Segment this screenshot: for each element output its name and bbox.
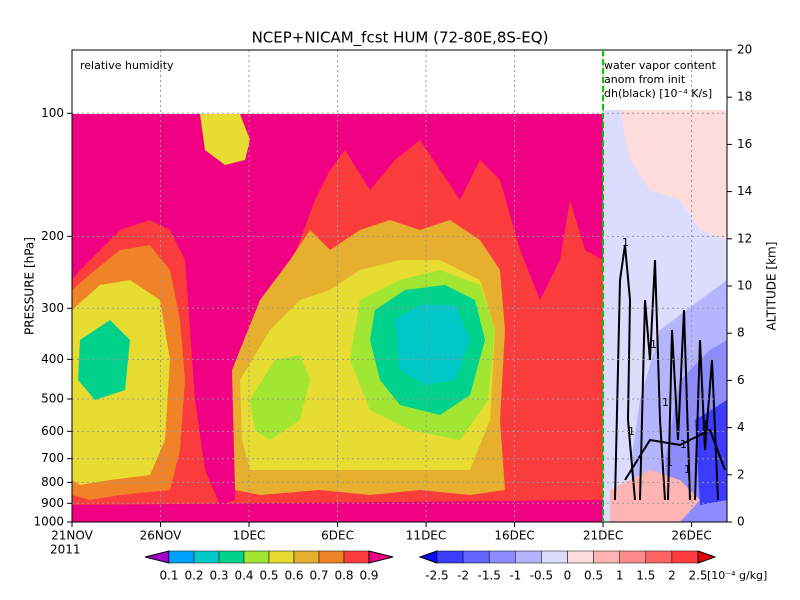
y-tick-label: 300 [41,301,64,315]
colorbar-tick-label: -1.5 [477,569,500,583]
y-axis-label: PRESSURE [hPa] [23,237,37,335]
y2-tick-label: 0 [737,515,745,529]
colorbar-tick-label: 0.3 [209,569,228,583]
colorbar-box [318,550,345,564]
contour-label: 1 [702,418,709,431]
colorbar-arrow [697,550,717,564]
colorbar-box [268,550,295,564]
y-tick-label: 400 [41,352,64,366]
vapor-anomaly-field [603,50,727,522]
colorbar-box [567,550,594,564]
colorbar-box [243,550,270,564]
y2-tick-label: 16 [737,137,752,151]
colorbar-tick-label: 0.4 [234,569,253,583]
colorbar-tick-label: 2.5 [688,569,707,583]
contour-label: 1 [628,425,635,438]
y2-tick-label: 18 [737,90,752,104]
y2-tick-label: 8 [737,326,745,340]
x-tick-label: 16DEC [494,529,534,543]
x-tick-label: 1DEC [233,529,266,543]
colorbar-box [218,550,245,564]
contour-label: 1 [666,456,673,469]
colorbar-box [436,550,464,564]
colorbar-tick-label: -2 [457,569,469,583]
colorbar-arrow [418,550,438,564]
annotation: anom from init [604,73,686,86]
colorbar-box [168,550,195,564]
year-label: 2011 [50,543,81,557]
colorbar-box [462,550,490,564]
x-tick-label: 26NOV [140,529,182,543]
colorbar-tick-label: 0.5 [584,569,603,583]
y2-tick-label: 12 [737,231,752,245]
colorbar-box [619,550,647,564]
x-tick-label: 21DEC [583,529,623,543]
x-tick-label: 11DEC [406,529,446,543]
colorbar-box [293,550,320,564]
y-tick-label: 1000 [33,515,64,529]
contour-label: 1 [680,438,687,451]
y2-axis-label: ALTITUDE [km] [765,242,779,331]
contour-label: 1 [684,463,691,476]
colorbar-tick-label: 0.5 [259,569,278,583]
panel-label: relative humidity [80,59,174,72]
colorbar-tick-label: 1 [616,569,624,583]
annotation: water vapor content [604,59,717,72]
heating-contours [614,244,726,501]
y2-tick-label: 10 [737,279,752,293]
colorbar-tick-label: -0.5 [530,569,553,583]
x-tick-label: 26DEC [671,529,711,543]
annotation: dh(black) [10⁻⁴ K/s] [604,87,712,100]
y2-tick-label: 14 [737,184,752,198]
y-tick-label: 500 [41,391,64,405]
colorbar-box [343,550,370,564]
colorbar-tick-label: 0 [564,569,572,583]
colorbar-tick-label: 0.2 [184,569,203,583]
chart-title: NCEP+NICAM_fcst HUM (72-80E,8S-EQ) [252,29,549,48]
y2-tick-label: 20 [737,43,752,57]
colorbar-arrow [144,550,170,564]
contour-label: 1 [662,396,669,409]
colorbar-tick-label: 1.5 [636,569,655,583]
colorbar-tick-label: 0.7 [309,569,328,583]
colorbar-tick-label: -1 [509,569,521,583]
colorbar-box [193,550,220,564]
y-tick-label: 700 [41,451,64,465]
y2-tick-label: 4 [737,420,745,434]
colorbar-tick-label: 0.9 [359,569,378,583]
colorbar-tick-label: 0.8 [334,569,353,583]
colorbar-box [645,550,673,564]
colorbar-box [541,550,568,564]
colorbar-tick-label: -2.5 [425,569,448,583]
y2-tick-label: 2 [737,467,745,481]
colorbar-arrow [368,550,394,564]
y-tick-label: 200 [41,229,64,243]
contour-label: 1 [622,236,629,249]
colorbar-tick-label: 0.1 [159,569,178,583]
colorbar-unit: [10⁻⁴ g/kg] [707,569,767,582]
y-tick-label: 800 [41,475,64,489]
y2-tick-label: 6 [737,373,745,387]
colorbar-tick-label: 0.6 [284,569,303,583]
colorbar-tick-label: 2 [668,569,676,583]
x-tick-label: 6DEC [321,529,354,543]
colorbar-box [671,550,699,564]
x-tick-label: 21NOV [51,529,93,543]
colorbar-box [515,550,542,564]
y-tick-label: 600 [41,424,64,438]
colorbar-box [593,550,620,564]
contour-label: 1 [650,338,657,351]
colorbar-box [488,550,516,564]
y-tick-label: 900 [41,496,64,510]
grid [71,50,727,523]
y-tick-label: 100 [41,106,64,120]
